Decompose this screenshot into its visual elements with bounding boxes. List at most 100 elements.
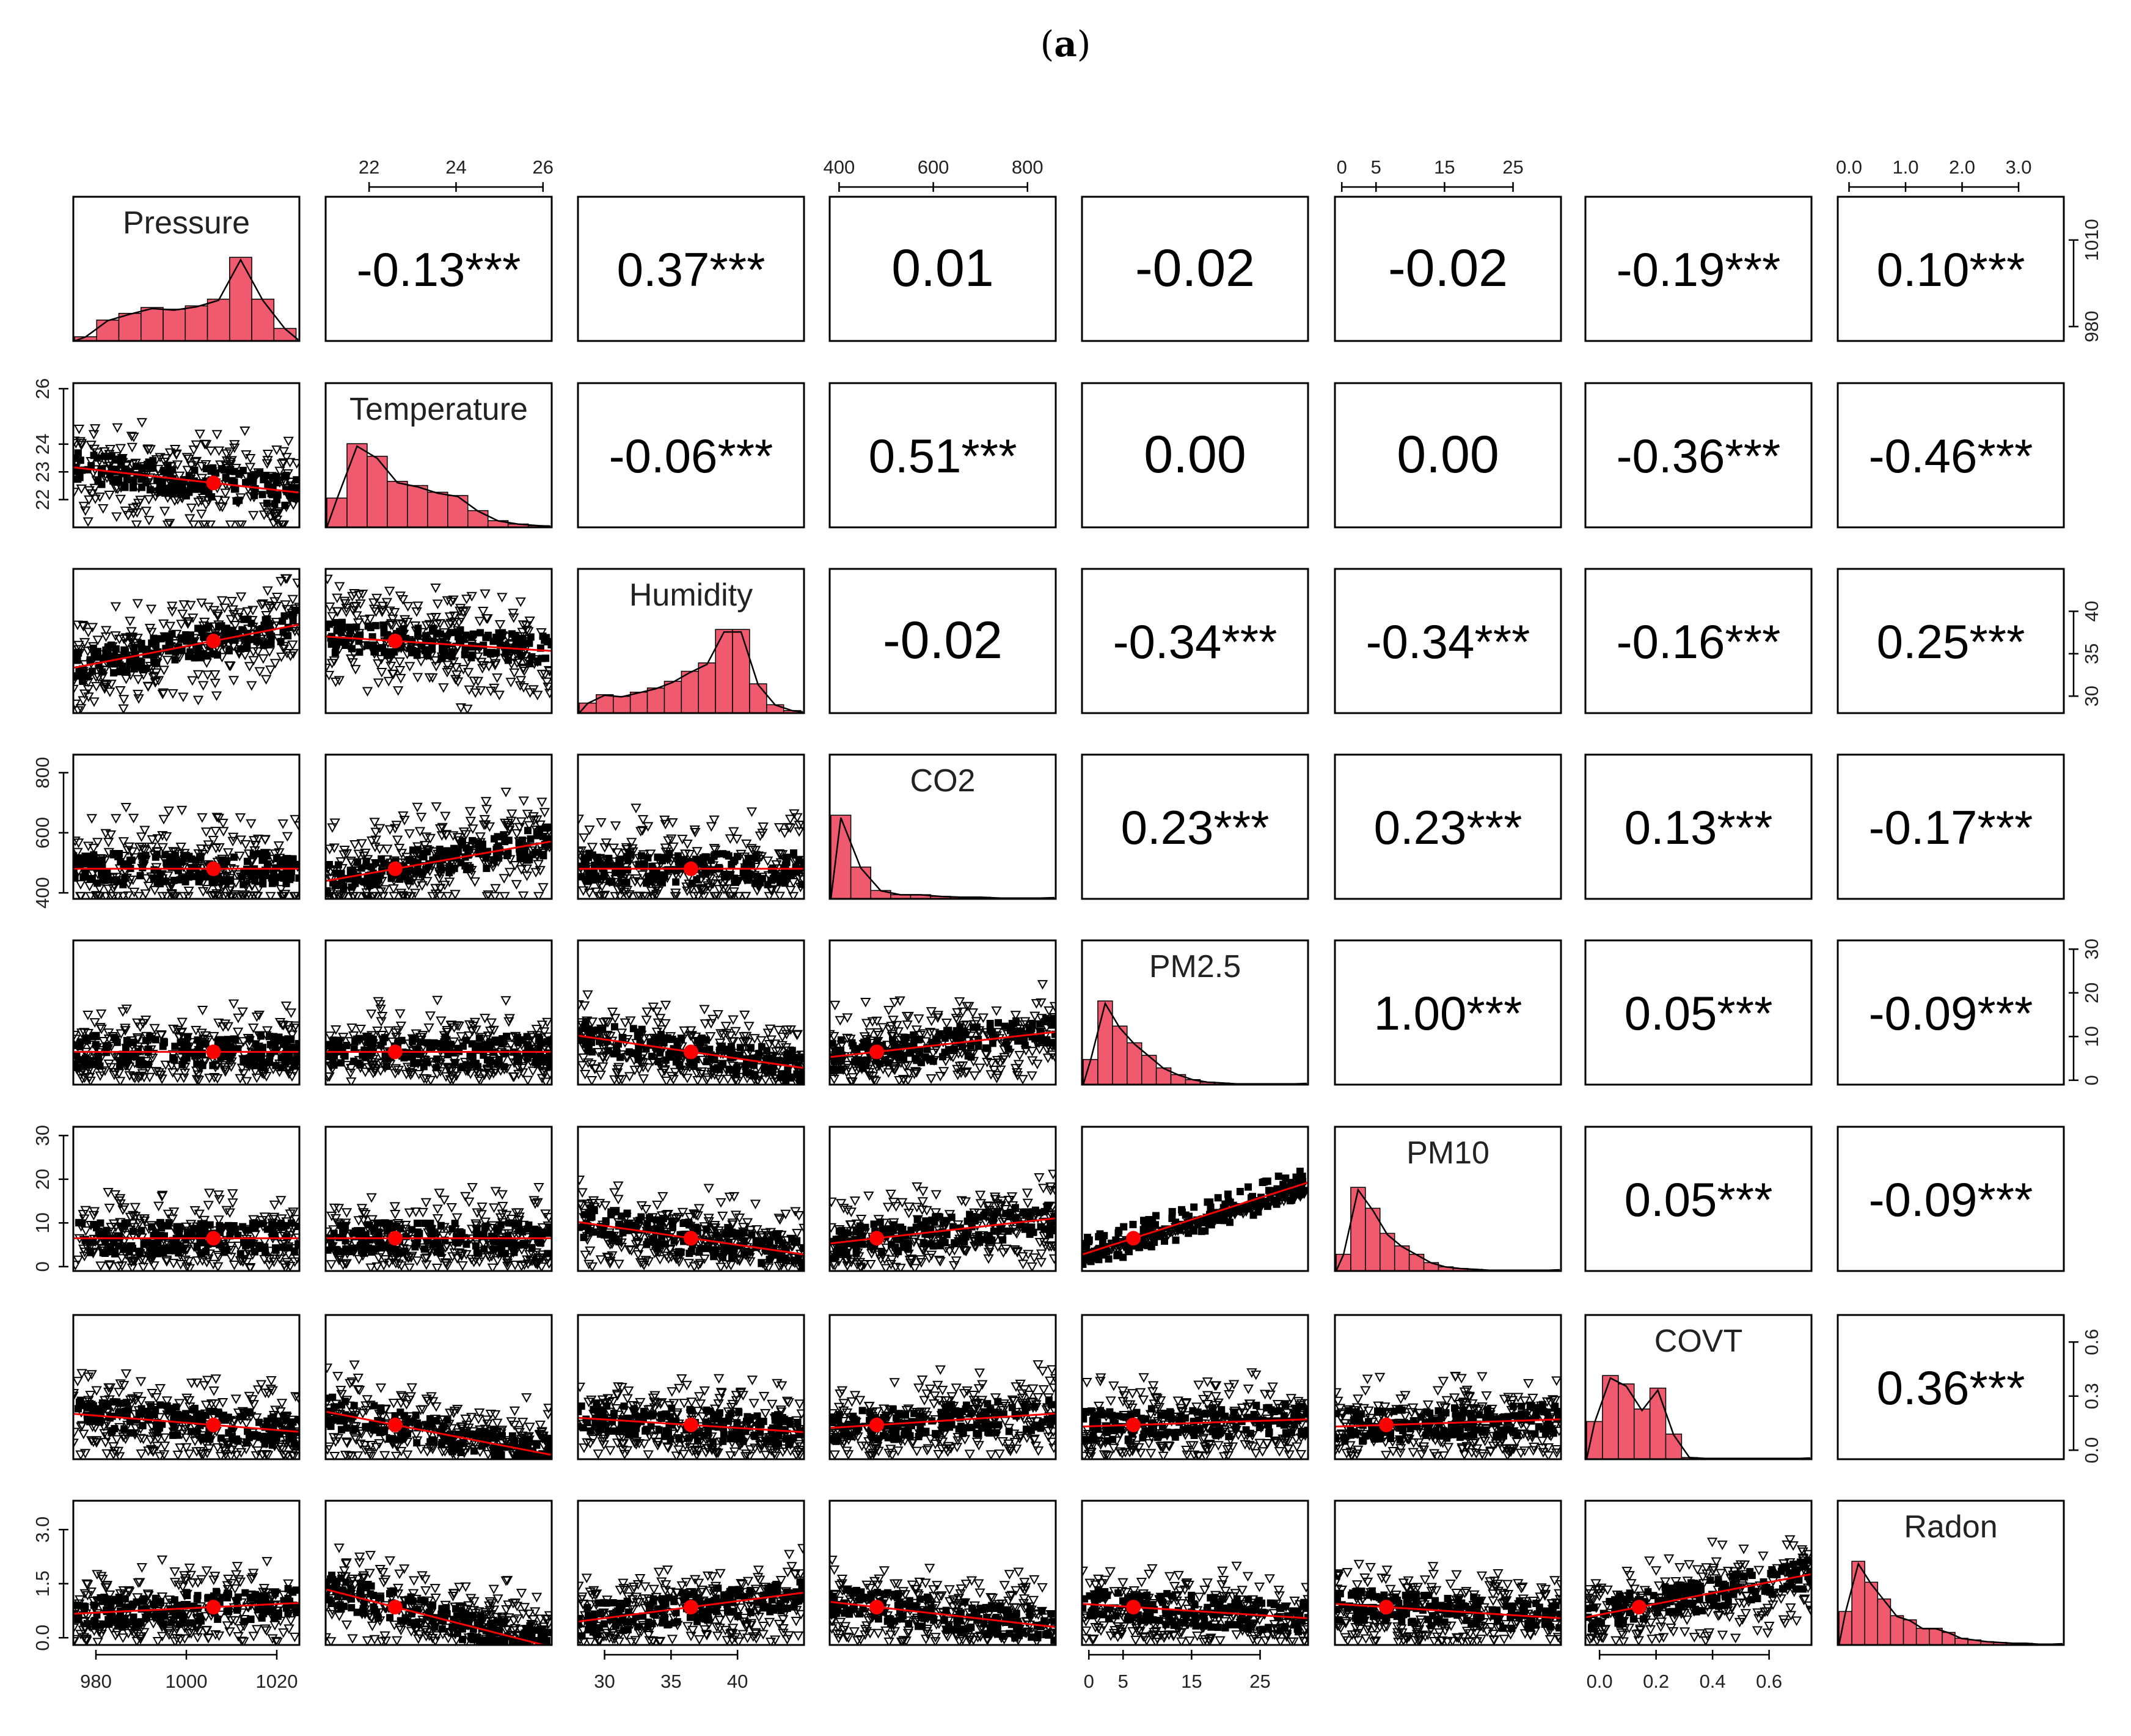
panel-border [1334,753,1562,900]
panel-r1-c3: 0.51*** [828,382,1057,529]
scatter-point [348,606,359,616]
scatter-point [517,891,529,899]
scatter-point-dense [176,1223,184,1231]
scatter-point [194,1209,205,1220]
scatter-point [149,1024,160,1034]
scatter-point-dense [715,1065,723,1072]
scatter-point-dense [799,1076,804,1084]
panel-r1-c0 [72,382,301,529]
scatter-point-dense [250,875,258,883]
scatter-point [228,832,239,843]
scatter-point-dense [87,462,95,470]
scatter-point-dense [273,496,281,504]
scatter-point [527,1066,538,1077]
scatter-point [864,1028,875,1038]
scatter-point [224,447,235,458]
scatter-point [115,444,126,454]
scatter-point [252,892,263,899]
scatter-point-dense [217,856,225,864]
variable-label-temperature: Temperature [349,392,528,427]
scatter-point [254,667,265,677]
scatter-point-dense [786,1052,794,1060]
scatter-point [762,856,773,866]
scatter-point-dense [235,496,243,504]
panel-r1-c2: -0.06*** [577,382,805,529]
scatter-point [469,1017,481,1028]
scatter-point [213,1215,224,1225]
scatter-point [392,835,403,846]
scatter-point [682,1074,693,1083]
scatter-point [685,1026,696,1036]
scatter-point [490,884,501,894]
scatter-point-dense [288,610,296,618]
scatter-point [901,1012,913,1022]
scatter-point-dense [122,1044,130,1052]
scatter-point [192,670,204,680]
panel-r4-c0 [72,939,301,1086]
scatter-point [480,820,491,830]
trend-line [326,840,552,882]
scatter-point-dense [94,648,101,656]
panel-border [1081,196,1309,342]
figure-caption: (a) [1040,23,1091,65]
scatter-point [938,1067,949,1077]
scatter-point [733,892,744,899]
scatter-point [118,704,129,713]
scatter-point [660,819,671,830]
scatter-point [404,662,415,672]
scatter-point [412,673,423,683]
scatter-point-dense [637,852,645,860]
scatter-point [203,602,214,612]
scatter-point-dense [609,862,616,870]
scatter-points-co2-vs-humidity [578,804,804,899]
scatter-point [126,847,138,857]
scatter-point [76,439,87,449]
scatter-point [374,844,386,854]
scatter-point [179,1068,191,1079]
scatter-point [932,1013,943,1024]
scatter-point [926,1016,937,1027]
scatter-point [941,1019,952,1028]
scatter-point [656,1025,667,1035]
scatter-point-dense [733,852,741,860]
scatter-point [280,1263,291,1271]
scatter-point [432,995,443,1006]
scatter-point-dense [130,643,138,651]
scatter-point-dense [126,856,134,864]
scatter-point [100,892,111,899]
scatter-point [345,1069,356,1079]
panel-border [577,196,805,342]
scatter-point [426,613,437,623]
scatter-point [178,892,189,899]
scatter-point-dense [547,641,552,649]
scatter-point [612,848,623,858]
scatter-point-dense [230,853,238,861]
scatter-point [643,822,654,832]
scatter-point [287,595,298,605]
scatter-point [451,1021,462,1031]
scatter-point [104,1261,115,1271]
scatter-point [201,885,213,895]
scatter-point-dense [690,1063,698,1070]
scatter-point [522,810,533,819]
scatter-point [271,618,282,628]
scatter-point-dense [514,1055,522,1063]
panel-r4-c4: PM2.5 [1081,939,1309,1086]
scatter-point [244,1263,256,1271]
scatter-point-dense [348,645,356,653]
scatter-point [350,665,361,675]
scatter-point-dense [1051,1042,1056,1050]
scatter-point [578,846,587,856]
scatter-point [172,1073,183,1083]
scatter-point-dense [519,837,526,844]
correlation-pm2-5-covt: 0.05*** [1625,986,1773,1040]
scatter-point [583,888,595,898]
scatter-point [613,1063,624,1073]
scatter-point-dense [122,1057,130,1065]
correlation-pressure-humidity: 0.37*** [617,243,766,296]
scatter-point [751,886,762,896]
scatter-point [215,460,226,471]
scatter-point-dense [73,656,81,664]
scatter-point [73,838,84,848]
scatter-point [384,825,395,835]
